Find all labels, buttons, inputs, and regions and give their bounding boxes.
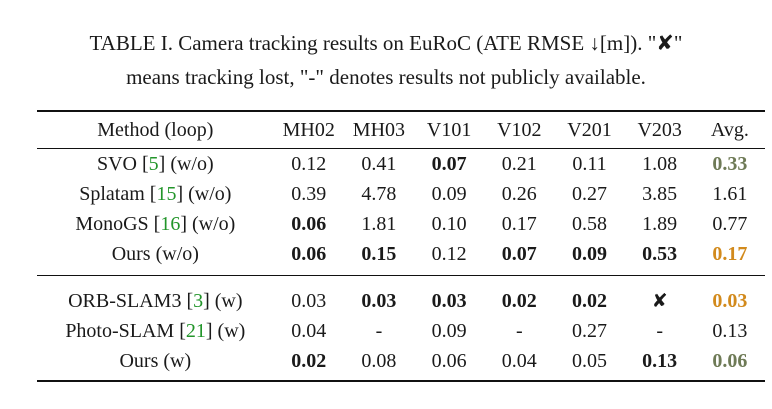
table-caption: TABLE I. Camera tracking results on EuRo…: [0, 26, 772, 94]
value-cell: -: [375, 320, 383, 342]
value-cell: 1.81: [361, 213, 397, 235]
method-cell: SVO [5] (w/o): [37, 149, 274, 180]
value-cell: 0.11: [572, 153, 607, 175]
group-without-loop: SVO [5] (w/o) 0.12 0.41 0.07 0.21 0.11 1…: [37, 149, 765, 276]
value-cell: -: [656, 320, 663, 342]
method-cell: Photo-SLAM [21] (w): [37, 316, 274, 346]
value-cell: 0.10: [431, 213, 467, 235]
method-name: Splatam [: [79, 183, 157, 205]
value-cell: 1.08: [642, 153, 678, 175]
value-cell: 0.21: [501, 153, 537, 175]
citation-link[interactable]: 16: [160, 213, 181, 235]
table-row: Ours (w/o) 0.06 0.15 0.12 0.07 0.09 0.53…: [37, 239, 765, 276]
value-cell: 0.06: [291, 213, 327, 235]
method-suffix: ] (w/o): [180, 213, 236, 235]
avg-cell: 0.13: [712, 320, 748, 342]
method-cell: Ours (w/o): [111, 243, 199, 265]
method-cell: ORB-SLAM3 [3] (w): [37, 275, 274, 316]
table-row: Ours (w) 0.02 0.08 0.06 0.04 0.05 0.13 0…: [37, 346, 765, 382]
value-cell: 0.53: [642, 243, 678, 265]
value-cell: 0.02: [554, 275, 625, 316]
value-cell: 0.02: [484, 275, 555, 316]
value-cell: 0.12: [431, 243, 467, 265]
value-cell: 0.03: [273, 275, 344, 316]
header-v102: V102: [484, 110, 555, 149]
value-cell: 0.09: [431, 183, 467, 205]
results-table: Method (loop) MH02 MH03 V101 V102 V201 V…: [37, 110, 765, 382]
avg-cell: 0.77: [712, 213, 748, 235]
method-cell: MonoGS [16] (w/o): [37, 209, 274, 239]
value-cell: 3.85: [642, 183, 678, 205]
method-suffix: ] (w): [205, 320, 246, 342]
value-cell: 0.09: [571, 243, 607, 265]
avg-cell: 0.17: [712, 243, 748, 265]
method-suffix: ] (w/o): [158, 153, 214, 175]
table-row: ORB-SLAM3 [3] (w) 0.03 0.03 0.03 0.02 0.…: [37, 275, 765, 316]
citation-link[interactable]: 21: [185, 320, 206, 342]
value-cell: 0.26: [501, 183, 537, 205]
caption-line-1: TABLE I. Camera tracking results on EuRo…: [89, 31, 683, 55]
value-cell: 0.03: [414, 275, 485, 316]
avg-cell: 0.06: [694, 346, 765, 382]
method-name: MonoGS [: [75, 213, 161, 235]
citation-link[interactable]: 5: [148, 153, 159, 175]
value-cell: 0.12: [291, 153, 327, 175]
header-v203: V203: [624, 110, 695, 149]
method-name: SVO [: [96, 153, 149, 175]
value-cell: 0.39: [291, 183, 327, 205]
table-row: Photo-SLAM [21] (w) 0.04 - 0.09 - 0.27 -…: [37, 316, 765, 346]
table-row: MonoGS [16] (w/o) 0.06 1.81 0.10 0.17 0.…: [37, 209, 765, 239]
value-cell: 0.09: [431, 320, 467, 342]
header-method: Method (loop): [37, 110, 274, 149]
table-row: SVO [5] (w/o) 0.12 0.41 0.07 0.21 0.11 1…: [37, 149, 765, 180]
group-with-loop: ORB-SLAM3 [3] (w) 0.03 0.03 0.03 0.02 0.…: [37, 275, 765, 382]
method-suffix: ] (w): [203, 290, 243, 312]
value-cell: 0.13: [624, 346, 695, 382]
value-cell: 0.41: [361, 153, 397, 175]
value-cell: 0.05: [554, 346, 625, 382]
avg-cell: 0.33: [712, 153, 748, 175]
value-cell: 0.04: [484, 346, 555, 382]
value-cell: 0.17: [501, 213, 537, 235]
header-v101: V101: [414, 110, 485, 149]
method-name: Photo-SLAM [: [65, 320, 186, 342]
avg-cell: 0.03: [694, 275, 765, 316]
value-cell: 0.07: [431, 153, 467, 175]
value-cell: 0.15: [361, 243, 397, 265]
value-cell: 0.08: [343, 346, 415, 382]
header-mh03: MH03: [343, 110, 415, 149]
method-name: ORB-SLAM3 [: [68, 290, 194, 312]
value-cell: 0.02: [273, 346, 344, 382]
value-cell: 0.27: [571, 320, 607, 342]
method-suffix: ] (w/o): [176, 183, 232, 205]
value-cell: 0.03: [343, 275, 415, 316]
method-cell: Ours (w): [37, 346, 274, 382]
citation-link[interactable]: 3: [193, 290, 204, 312]
value-cell: 0.04: [291, 320, 327, 342]
header-mh02: MH02: [273, 110, 344, 149]
avg-cell: 1.61: [712, 183, 748, 205]
value-cell: 0.06: [414, 346, 485, 382]
citation-link[interactable]: 15: [156, 183, 177, 205]
table-row: Splatam [15] (w/o) 0.39 4.78 0.09 0.26 0…: [37, 179, 765, 209]
caption-line-2: means tracking lost, "-" denotes results…: [126, 65, 646, 89]
value-cell: 0.07: [501, 243, 537, 265]
method-cell: Splatam [15] (w/o): [37, 179, 274, 209]
value-cell: -: [515, 320, 523, 342]
header-row: Method (loop) MH02 MH03 V101 V102 V201 V…: [37, 110, 765, 149]
header-avg: Avg.: [694, 110, 765, 149]
value-cell: 1.89: [642, 213, 678, 235]
value-cell: 0.58: [571, 213, 607, 235]
value-cell: 0.06: [291, 243, 327, 265]
header-v201: V201: [554, 110, 625, 149]
tracking-lost-icon: ✘: [624, 275, 695, 316]
value-cell: 4.78: [361, 183, 397, 205]
value-cell: 0.27: [571, 183, 607, 205]
